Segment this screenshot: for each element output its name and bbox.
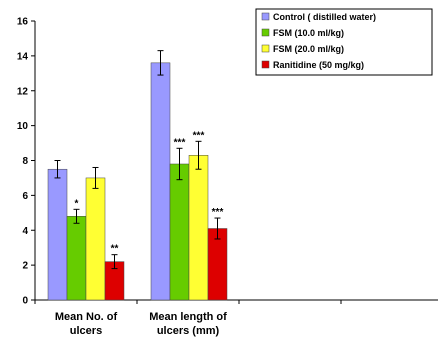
bar [150, 62, 171, 301]
bars [47, 50, 228, 301]
legend-swatch [261, 60, 270, 69]
bar [85, 177, 106, 301]
y-tick-label: 6 [22, 191, 28, 202]
bar [47, 168, 68, 301]
y-tick-label: 12 [17, 86, 29, 97]
x-category-label: ulcers [70, 325, 102, 337]
x-category-label: Mean No. of [55, 311, 118, 323]
y-tick-label: 8 [22, 156, 28, 167]
legend-swatch [261, 44, 270, 53]
significance-label: *** [212, 207, 224, 218]
bar [66, 216, 87, 301]
y-tick-label: 16 [17, 17, 29, 28]
legend-swatch [261, 12, 270, 21]
legend-box [255, 8, 433, 76]
bar [188, 155, 209, 301]
legend: Control ( distilled water) FSM (10.0 ml/k… [255, 8, 433, 76]
y-tick-label: 10 [17, 121, 29, 132]
y-tick-label: 14 [17, 51, 29, 62]
legend-swatch [261, 28, 270, 37]
legend-label: FSM (20.0 ml/kg) [273, 44, 344, 54]
significance-label: *** [174, 137, 186, 148]
y-tick-label: 2 [22, 261, 28, 272]
x-category-label: Mean length of [149, 311, 227, 323]
significance-label: *** [193, 130, 205, 141]
x-category-label: ulcers (mm) [157, 325, 220, 337]
legend-label: FSM (10.0 ml/kg) [273, 28, 344, 38]
y-tick-label: 0 [22, 296, 28, 307]
legend-label: Control ( distilled water) [273, 12, 376, 22]
y-tick-label: 4 [22, 226, 28, 237]
significance-label: * [75, 198, 79, 209]
significance-label: ** [111, 244, 119, 255]
bar [169, 163, 190, 301]
legend-label: Ranitidine (50 mg/kg) [273, 60, 364, 70]
